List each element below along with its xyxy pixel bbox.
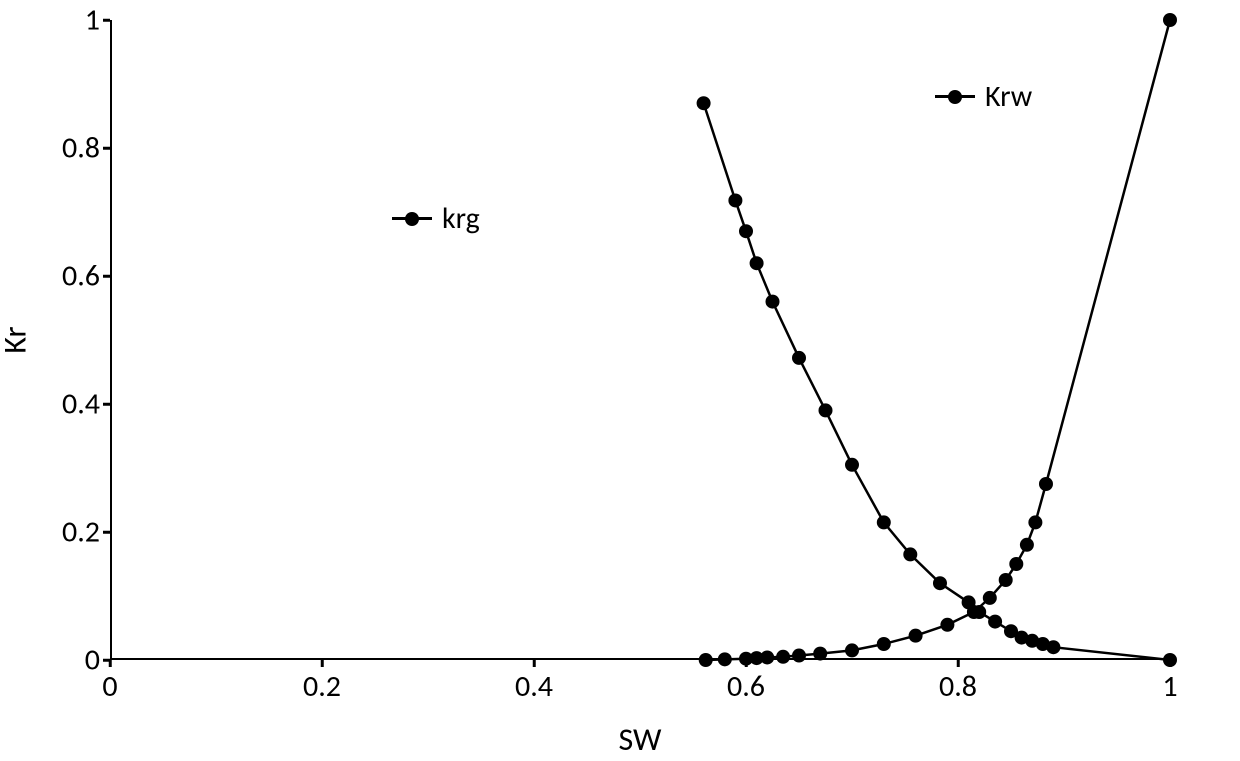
y-tick-label: 0 xyxy=(20,642,100,679)
series-marker-krg xyxy=(819,403,833,417)
legend-line-icon xyxy=(935,95,975,98)
series-marker-krg xyxy=(739,224,753,238)
series-marker-Krw xyxy=(718,652,732,666)
series-marker-krg xyxy=(750,256,764,270)
series-marker-Krw xyxy=(760,650,774,664)
y-tick-mark xyxy=(103,147,110,150)
series-marker-krg xyxy=(728,193,742,207)
x-tick-label: 0.2 xyxy=(303,668,341,705)
y-tick-label: 0.6 xyxy=(20,258,100,295)
series-marker-Krw xyxy=(1163,13,1177,27)
series-marker-krg xyxy=(1046,640,1060,654)
series-marker-Krw xyxy=(813,647,827,661)
series-line-Krw xyxy=(706,20,1170,660)
x-tick-mark xyxy=(321,660,324,667)
plot-svg xyxy=(110,20,1170,660)
series-marker-Krw xyxy=(877,637,891,651)
legend-line-icon xyxy=(392,217,432,220)
legend-item-krw: Krw xyxy=(935,78,1032,115)
x-tick-label: 0.8 xyxy=(939,668,977,705)
x-tick-label: 1 xyxy=(1162,668,1177,705)
circle-marker-icon xyxy=(948,90,962,104)
x-tick-label: 0 xyxy=(102,668,117,705)
series-marker-krg xyxy=(792,351,806,365)
series-marker-krg xyxy=(903,547,917,561)
chart-container: 00.20.40.60.81 00.20.40.60.81 Kr SW krg … xyxy=(0,0,1240,761)
legend-label: Krw xyxy=(985,78,1032,115)
series-marker-krg xyxy=(877,515,891,529)
y-tick-label: 0.8 xyxy=(20,130,100,167)
x-tick-mark xyxy=(1169,660,1172,667)
series-marker-Krw xyxy=(983,591,997,605)
y-tick-label: 1 xyxy=(20,2,100,39)
y-tick-mark xyxy=(103,275,110,278)
series-marker-Krw xyxy=(1009,557,1023,571)
series-marker-krg xyxy=(988,615,1002,629)
x-tick-label: 0.6 xyxy=(727,668,765,705)
series-marker-Krw xyxy=(1039,477,1053,491)
series-marker-Krw xyxy=(845,643,859,657)
series-marker-Krw xyxy=(940,618,954,632)
legend-item-krg: krg xyxy=(392,200,480,237)
x-tick-mark xyxy=(109,660,112,667)
series-marker-Krw xyxy=(909,629,923,643)
series-marker-krg xyxy=(766,295,780,309)
x-tick-label: 0.4 xyxy=(515,668,553,705)
x-tick-mark xyxy=(745,660,748,667)
series-marker-krg xyxy=(697,96,711,110)
series-marker-Krw xyxy=(967,605,981,619)
series-marker-Krw xyxy=(1028,515,1042,529)
circle-marker-icon xyxy=(405,212,419,226)
y-tick-label: 0.4 xyxy=(20,386,100,423)
y-axis-title: Kr xyxy=(0,326,35,353)
series-marker-Krw xyxy=(792,649,806,663)
series-marker-Krw xyxy=(1020,538,1034,552)
series-line-krg xyxy=(704,103,1170,660)
x-tick-mark xyxy=(957,660,960,667)
series-marker-Krw xyxy=(776,650,790,664)
y-tick-mark xyxy=(103,403,110,406)
y-tick-mark xyxy=(103,19,110,22)
legend-label: krg xyxy=(442,200,480,237)
series-marker-Krw xyxy=(699,653,713,667)
y-tick-mark xyxy=(103,531,110,534)
series-marker-krg xyxy=(845,458,859,472)
series-marker-krg xyxy=(933,576,947,590)
series-marker-Krw xyxy=(999,573,1013,587)
x-tick-mark xyxy=(533,660,536,667)
x-axis-title: SW xyxy=(619,720,662,759)
y-tick-label: 0.2 xyxy=(20,514,100,551)
